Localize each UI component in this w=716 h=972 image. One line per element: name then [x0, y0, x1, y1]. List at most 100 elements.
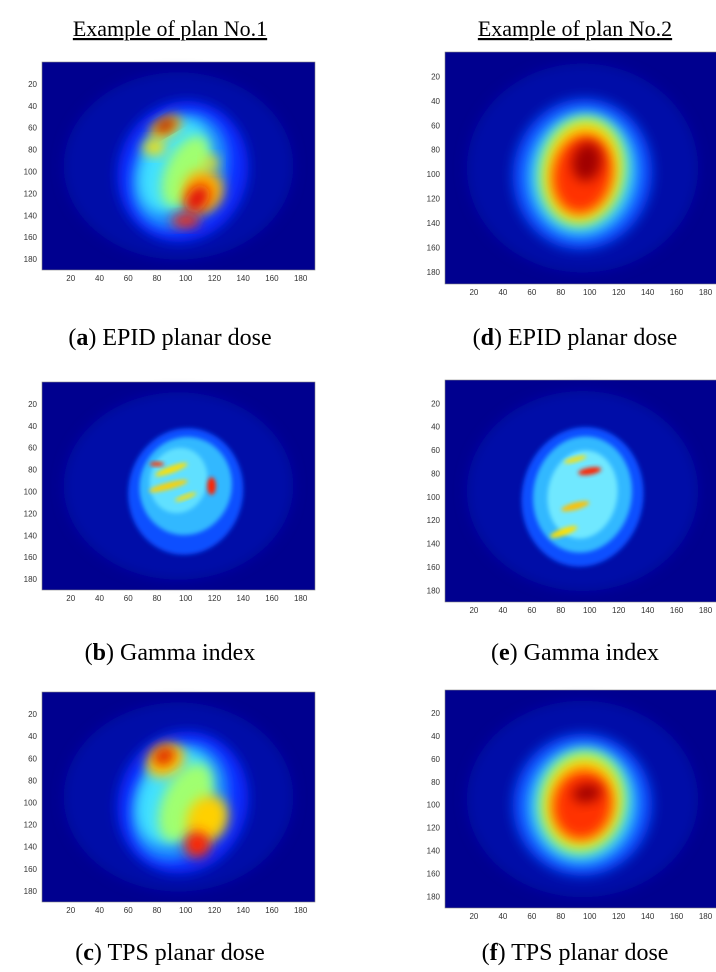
- x-tick-label: 120: [208, 906, 222, 915]
- x-tick-label: 60: [124, 906, 133, 915]
- x-tick-label: 60: [124, 594, 133, 603]
- x-tick-label: 180: [294, 906, 308, 915]
- x-tick-label: 180: [294, 594, 308, 603]
- x-tick-label: 80: [152, 274, 161, 283]
- x-tick-label: 180: [699, 912, 713, 921]
- x-tick-label: 160: [265, 274, 279, 283]
- x-tick-label: 100: [179, 594, 193, 603]
- column-title: Example of plan No.1: [73, 16, 267, 41]
- x-tick-label: 40: [95, 594, 104, 603]
- y-tick-label: 40: [28, 102, 37, 111]
- y-tick-label: 160: [24, 865, 38, 874]
- caption-text: ) TPS planar dose: [94, 940, 265, 966]
- caption-open: (: [85, 640, 93, 666]
- caption-letter: d: [481, 325, 495, 351]
- panel: 2020404060608080100100120120140140160160…: [427, 380, 716, 615]
- y-tick-label: 160: [427, 243, 441, 252]
- x-tick-label: 180: [699, 606, 713, 615]
- caption-text: ) EPID planar dose: [88, 325, 271, 351]
- x-tick-label: 80: [152, 594, 161, 603]
- x-tick-label: 80: [556, 288, 565, 297]
- y-tick-label: 160: [427, 563, 441, 572]
- x-tick-label: 40: [498, 288, 507, 297]
- y-tick-label: 120: [24, 509, 38, 518]
- y-tick-label: 140: [24, 531, 38, 540]
- dose-region: [143, 140, 166, 155]
- caption-open: (: [482, 940, 490, 966]
- x-tick-label: 80: [556, 912, 565, 921]
- y-tick-label: 140: [24, 843, 38, 852]
- y-tick-label: 20: [431, 72, 440, 81]
- y-tick-label: 160: [24, 553, 38, 562]
- y-tick-label: 20: [28, 80, 37, 89]
- x-tick-label: 120: [208, 594, 222, 603]
- y-tick-label: 100: [427, 801, 441, 810]
- dose-region: [150, 462, 164, 466]
- y-tick-label: 140: [427, 847, 441, 856]
- x-tick-label: 60: [527, 288, 536, 297]
- y-tick-label: 120: [427, 824, 441, 833]
- y-tick-label: 60: [28, 754, 37, 763]
- y-tick-label: 80: [431, 778, 440, 787]
- caption-text: ) Gamma index: [106, 640, 255, 666]
- caption-letter: e: [499, 640, 510, 666]
- panel: 2020404060608080100100120120140140160160…: [427, 52, 716, 297]
- caption-open: (: [75, 940, 83, 966]
- caption-open: (: [491, 640, 499, 666]
- x-tick-label: 160: [670, 606, 684, 615]
- x-tick-label: 40: [498, 912, 507, 921]
- x-tick-label: 20: [66, 906, 75, 915]
- y-tick-label: 100: [24, 167, 38, 176]
- x-tick-label: 120: [612, 606, 626, 615]
- x-tick-label: 40: [95, 906, 104, 915]
- x-tick-label: 80: [556, 606, 565, 615]
- x-tick-label: 160: [670, 912, 684, 921]
- figure: Example of plan No.1 Example of plan No.…: [0, 0, 716, 972]
- x-tick-label: 180: [699, 288, 713, 297]
- y-tick-label: 80: [431, 469, 440, 478]
- x-tick-label: 140: [236, 906, 250, 915]
- caption-text: ) Gamma index: [510, 640, 659, 666]
- y-tick-label: 40: [28, 732, 37, 741]
- y-tick-label: 40: [28, 422, 37, 431]
- x-tick-label: 100: [583, 288, 597, 297]
- y-tick-label: 180: [24, 887, 38, 896]
- x-tick-label: 20: [469, 606, 478, 615]
- x-tick-label: 20: [66, 274, 75, 283]
- x-tick-label: 140: [641, 912, 655, 921]
- x-tick-label: 20: [469, 288, 478, 297]
- y-tick-label: 120: [24, 189, 38, 198]
- y-tick-label: 180: [24, 255, 38, 264]
- y-tick-label: 100: [427, 493, 441, 502]
- y-tick-label: 40: [431, 732, 440, 741]
- x-tick-label: 80: [152, 906, 161, 915]
- y-tick-label: 20: [28, 400, 37, 409]
- y-tick-label: 80: [28, 776, 37, 785]
- x-tick-label: 120: [612, 288, 626, 297]
- y-tick-label: 120: [427, 195, 441, 204]
- y-tick-label: 100: [24, 487, 38, 496]
- y-tick-label: 60: [431, 121, 440, 130]
- x-tick-label: 160: [670, 288, 684, 297]
- y-tick-label: 20: [431, 399, 440, 408]
- x-tick-label: 20: [469, 912, 478, 921]
- caption: (b) Gamma index: [85, 640, 256, 666]
- x-tick-label: 60: [124, 274, 133, 283]
- column-title: Example of plan No.2: [478, 16, 672, 41]
- caption-letter: a: [76, 325, 88, 351]
- y-tick-label: 160: [24, 233, 38, 242]
- y-tick-label: 20: [28, 710, 37, 719]
- caption: (f) TPS planar dose: [482, 940, 669, 966]
- caption-letter: c: [83, 940, 94, 966]
- x-tick-label: 60: [527, 606, 536, 615]
- x-tick-label: 140: [641, 288, 655, 297]
- y-tick-label: 180: [427, 586, 441, 595]
- dose-region: [171, 214, 200, 227]
- x-tick-label: 40: [95, 274, 104, 283]
- y-tick-label: 100: [24, 799, 38, 808]
- caption-open: (: [68, 325, 76, 351]
- x-tick-label: 20: [66, 594, 75, 603]
- x-tick-label: 160: [265, 594, 279, 603]
- y-tick-label: 20: [431, 709, 440, 718]
- y-tick-label: 180: [427, 268, 441, 277]
